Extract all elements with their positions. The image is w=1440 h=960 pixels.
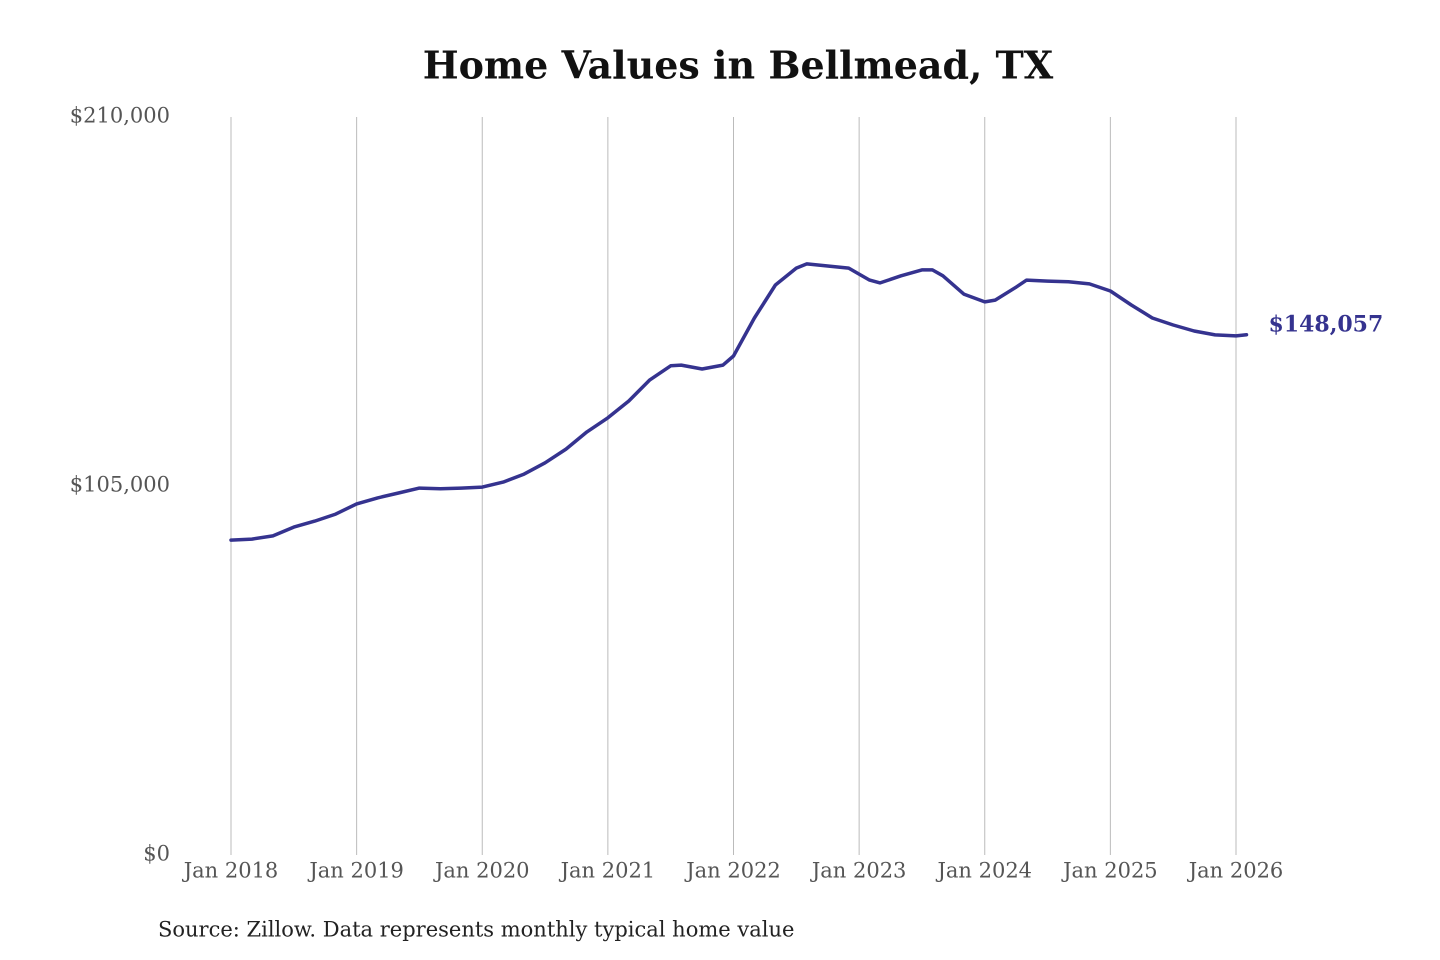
y-tick-label: $0 (143, 842, 170, 866)
x-tick-label: Jan 2020 (433, 859, 530, 883)
y-tick-label: $210,000 (70, 104, 170, 128)
y-tick-label: $105,000 (70, 473, 170, 497)
x-tick-label: Jan 2019 (307, 859, 404, 883)
x-tick-label: Jan 2025 (1061, 859, 1158, 883)
x-tick-label: Jan 2018 (182, 859, 279, 883)
source-note: Source: Zillow. Data represents monthly … (158, 918, 794, 942)
x-tick-label: Jan 2021 (559, 859, 656, 883)
line-series (229, 262, 1249, 542)
x-tick-label: Jan 2022 (684, 859, 781, 883)
x-tick-label: Jan 2026 (1187, 859, 1284, 883)
x-tick-label: Jan 2023 (810, 859, 907, 883)
x-tick-label: Jan 2024 (935, 859, 1032, 883)
data-label: $148,057 (1268, 312, 1383, 338)
chart-title: Home Values in Bellmead, TX (423, 43, 1054, 88)
